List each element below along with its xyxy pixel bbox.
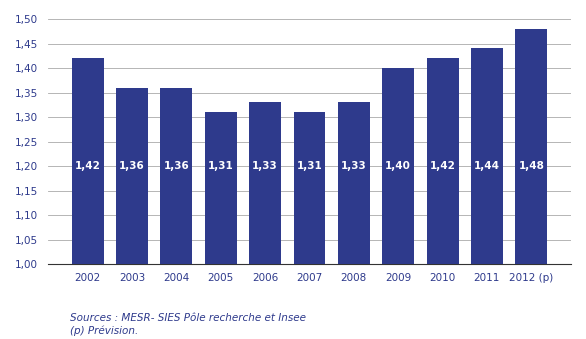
Text: Sources : MESR- SIES Pôle recherche et Insee
(p) Prévision.: Sources : MESR- SIES Pôle recherche et I…: [70, 314, 306, 336]
Bar: [71, 58, 104, 264]
Bar: [382, 68, 414, 264]
Text: 1,42: 1,42: [75, 161, 101, 171]
Bar: [294, 112, 325, 264]
Text: 1,33: 1,33: [252, 161, 278, 171]
Text: 1,33: 1,33: [341, 161, 367, 171]
Text: 1,42: 1,42: [430, 161, 455, 171]
Bar: [427, 58, 458, 264]
Bar: [205, 112, 237, 264]
Bar: [116, 88, 148, 264]
Text: 1,48: 1,48: [519, 161, 544, 171]
Bar: [338, 102, 370, 264]
Bar: [471, 48, 503, 264]
Bar: [515, 29, 547, 264]
Text: 1,40: 1,40: [385, 161, 411, 171]
Text: 1,44: 1,44: [474, 161, 500, 171]
Text: 1,31: 1,31: [297, 161, 322, 171]
Text: 1,36: 1,36: [163, 161, 189, 171]
Bar: [249, 102, 281, 264]
Text: 1,36: 1,36: [119, 161, 145, 171]
Text: 1,31: 1,31: [208, 161, 234, 171]
Bar: [161, 88, 192, 264]
